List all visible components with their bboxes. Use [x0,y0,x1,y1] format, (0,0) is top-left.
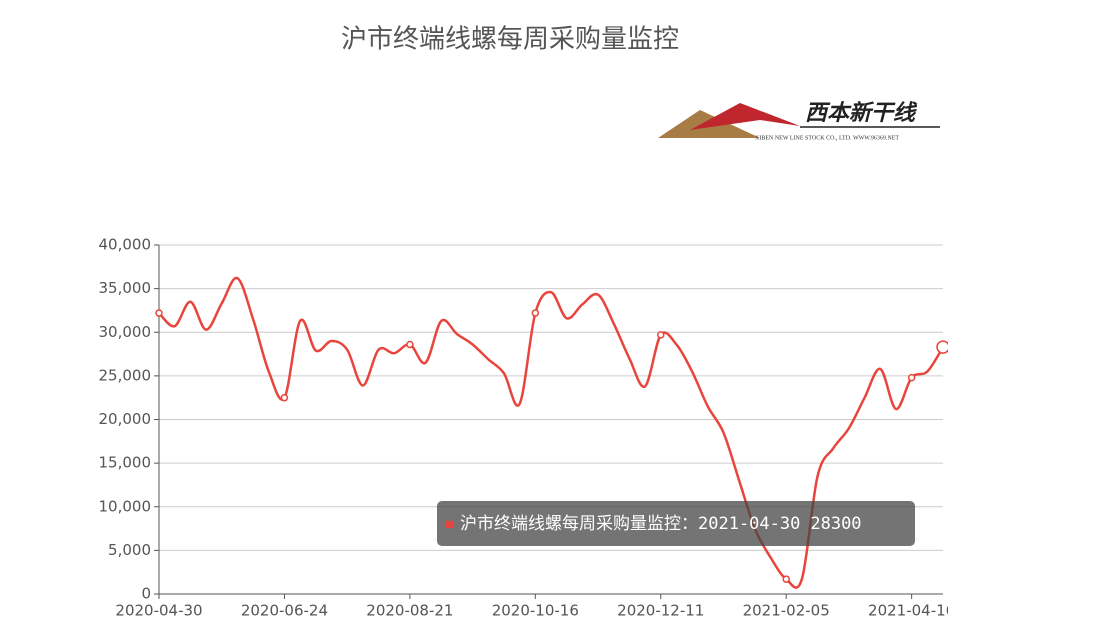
tooltip-series: 沪市终端线螺每周采购量监控 [460,514,681,534]
tooltip-value: 28300 [810,514,861,534]
logo-shape [690,103,800,130]
y-tick-label: 35,000 [99,279,152,297]
tooltip-sep: ： [681,514,698,534]
tooltip-date: 2021-04-30 [698,514,800,534]
hover-point [936,340,948,354]
x-tick-label: 2020-12-11 [617,602,704,620]
y-tick-label: 0 [141,585,151,603]
x-tick-label: 2021-04-16 [868,602,955,620]
point [657,331,665,339]
y-tick-label: 25,000 [99,366,152,384]
tooltip-text: 沪市终端线螺每周采购量监控：2021-04-30 28300 [460,514,862,534]
point [782,575,790,583]
x-tick-label: 2020-06-24 [241,602,328,620]
y-tick-label: 40,000 [99,236,152,254]
x-tick-label: 2020-04-30 [115,602,202,620]
y-tick-label: 5,000 [108,541,151,559]
point [531,309,540,317]
logo: 西本新干线 XIBEN NEW LINE STOCK CO., LTD. WWW… [658,100,940,141]
x-tick-label: 2020-08-21 [366,602,453,620]
logo-name: 西本新干线 [805,100,918,126]
chart-title: 沪市终端线螺每周采购量监控 [341,25,679,55]
x-tick-label: 2020-10-16 [492,602,579,620]
point [280,393,289,402]
tooltip-box [437,501,915,546]
y-tick-label: 15,000 [99,454,152,472]
y-tick-label: 10,000 [99,497,152,515]
x-tick-label: 2021-02-05 [743,602,830,620]
logo-caption: XIBEN NEW LINE STOCK CO., LTD. WWW.96369… [755,135,899,141]
y-tick-label: 30,000 [99,323,152,341]
tooltip-marker [446,521,453,528]
tooltip: 沪市终端线螺每周采购量监控：2021-04-30 28300 [437,501,915,546]
point [155,309,163,317]
point [907,373,916,382]
y-tick-label: 20,000 [99,410,152,428]
point [406,340,414,349]
plot: 0 5,000 10,000 15,000 20,000 25,000 30,000 35,0… [99,236,955,620]
x-labels: 2020-04-30 2020-06-24 2020-08-21 2020-10-16… [115,602,955,620]
